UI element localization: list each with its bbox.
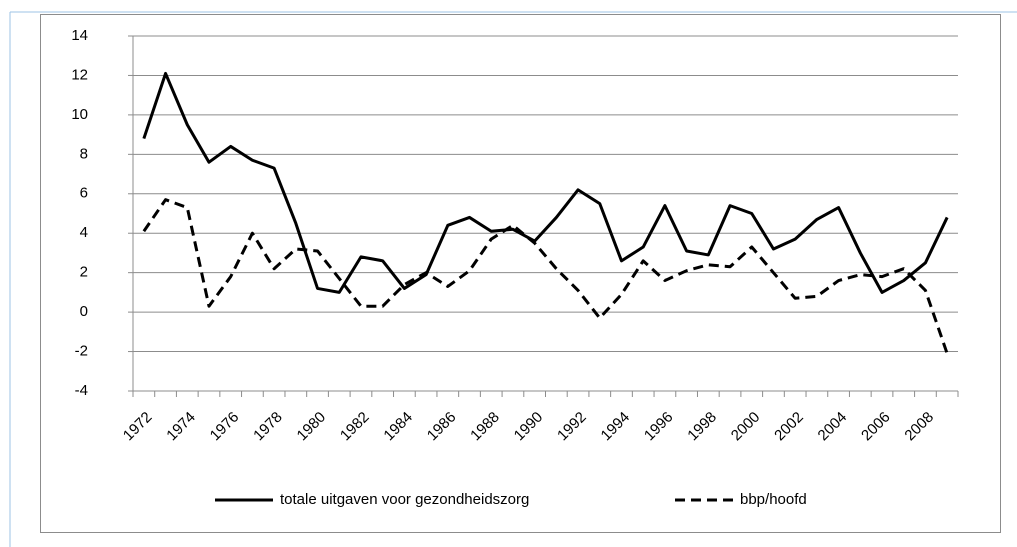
y-tick-label: 4 xyxy=(80,224,88,241)
y-tick-label: 14 xyxy=(71,27,88,44)
y-tick-label: 6 xyxy=(80,185,88,202)
legend-label: bbp/hoofd xyxy=(740,491,807,508)
y-tick-label: -2 xyxy=(75,343,88,360)
data-line xyxy=(142,198,949,355)
y-tick-label: 12 xyxy=(71,66,88,83)
data-line xyxy=(142,71,949,294)
y-tick-label: -4 xyxy=(75,382,88,399)
y-tick-label: 8 xyxy=(80,145,88,162)
legend-label: totale uitgaven voor gezondheidszorg xyxy=(280,491,529,508)
y-tick-label: 2 xyxy=(80,264,88,281)
y-tick-label: 0 xyxy=(80,303,88,320)
chart-frame xyxy=(40,14,1001,533)
y-tick-label: 10 xyxy=(71,106,88,123)
